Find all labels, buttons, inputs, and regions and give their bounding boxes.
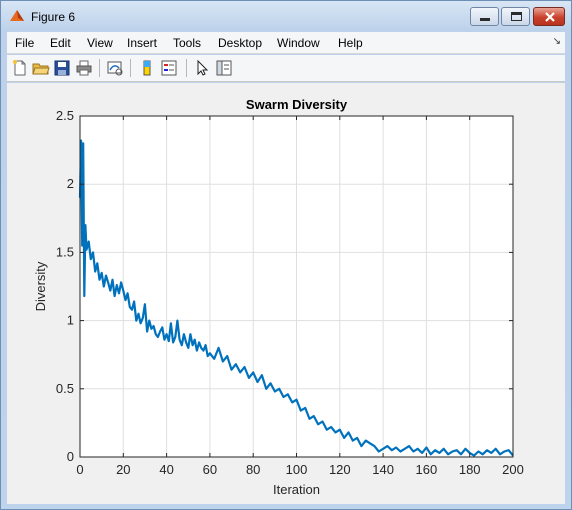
menu-insert[interactable]: Insert (127, 36, 158, 50)
toolbar-separator (186, 59, 187, 77)
x-tick-label: 20 (116, 462, 130, 477)
maximize-button[interactable] (501, 7, 530, 26)
matlab-logo-icon (10, 10, 24, 21)
figure-toolbar (7, 55, 565, 82)
menu-bar: File Edit View Insert Tools Desktop Wind… (7, 32, 565, 54)
y-tick-label: 1.5 (56, 244, 74, 259)
toolbar-separator (99, 59, 100, 77)
x-tick-label: 0 (76, 462, 83, 477)
axis-ticks: 0 20 40 60 80 100 120 140 160 180 200 0 0.5 1 1.5 2 2.5 (56, 108, 524, 477)
x-tick-label: 60 (203, 462, 217, 477)
open-file-icon[interactable] (32, 59, 50, 77)
minimize-button[interactable] (470, 7, 499, 26)
x-tick-label: 180 (459, 462, 481, 477)
close-icon (545, 12, 555, 22)
print-icon[interactable] (75, 59, 93, 77)
toolbar-separator (130, 59, 131, 77)
save-icon[interactable] (53, 59, 71, 77)
x-tick-label: 120 (329, 462, 351, 477)
x-tick-label: 40 (159, 462, 173, 477)
x-tick-label: 80 (246, 462, 260, 477)
figure-canvas: 0 20 40 60 80 100 120 140 160 180 200 0 0.5 1 1.5 2 2.5 … (7, 83, 565, 504)
minimize-icon (480, 18, 490, 21)
menu-file[interactable]: File (15, 36, 35, 50)
window-title: Figure 6 (31, 10, 76, 24)
colorbar-icon[interactable] (138, 59, 156, 77)
line-plot[interactable]: 0 20 40 60 80 100 120 140 160 180 20000.511.522.5 … (7, 83, 565, 504)
chart-title: Swarm Diversity (246, 97, 348, 112)
x-tick-label: 140 (372, 462, 394, 477)
menu-tools[interactable]: Tools (173, 36, 202, 50)
property-editor-icon[interactable] (215, 59, 233, 77)
menu-help[interactable]: Help (338, 36, 363, 50)
maximize-icon (511, 12, 522, 21)
new-figure-icon[interactable] (11, 59, 29, 77)
legend-icon[interactable] (160, 59, 178, 77)
y-tick-label: 1 (67, 313, 74, 328)
y-tick-label: 0.5 (56, 381, 74, 396)
diversity-series-line (78, 139, 514, 457)
close-button[interactable] (533, 7, 565, 26)
pointer-icon[interactable] (193, 59, 211, 77)
y-tick-label: 2 (67, 176, 74, 191)
series-layer (78, 139, 514, 457)
menu-window[interactable]: Window (277, 36, 320, 50)
y-tick-label: 2.5 (56, 108, 74, 123)
y-tick-label: 0 (67, 449, 74, 464)
menu-dock-arrow-icon[interactable]: ↘ (552, 36, 561, 47)
x-tick-label: 200 (502, 462, 524, 477)
x-axis-label: Iteration (273, 482, 320, 497)
menu-view[interactable]: View (87, 36, 113, 50)
y-axis-label: Diversity (33, 261, 48, 311)
title-bar[interactable]: Figure 6 (1, 1, 571, 31)
menu-edit[interactable]: Edit (50, 36, 71, 50)
menu-desktop[interactable]: Desktop (218, 36, 263, 50)
x-tick-label: 160 (416, 462, 438, 477)
link-plot-icon[interactable] (106, 59, 124, 77)
x-tick-label: 100 (286, 462, 308, 477)
